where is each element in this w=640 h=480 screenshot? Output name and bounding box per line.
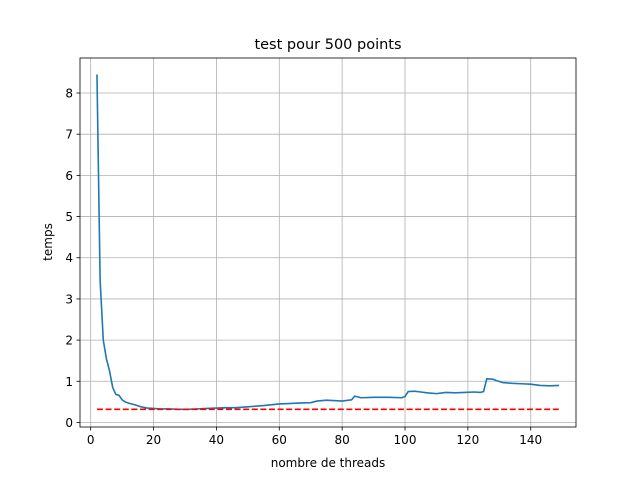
x-tick-label: 80 bbox=[335, 433, 350, 447]
axis-ticks: 0 20 40 60 80 100 120 140 0 1 2 3 4 5 6 7 8 bbox=[65, 87, 542, 447]
y-axis-label: temps bbox=[41, 223, 55, 261]
y-tick-label: 7 bbox=[65, 128, 73, 142]
x-tick-label: 40 bbox=[209, 433, 224, 447]
grid bbox=[80, 58, 576, 427]
plot-series bbox=[96, 74, 560, 411]
x-tick-label: 120 bbox=[456, 433, 479, 447]
y-tick-label: 0 bbox=[65, 416, 73, 430]
series-line bbox=[96, 74, 560, 411]
x-tick-label: 100 bbox=[394, 433, 417, 447]
x-axis-label: nombre de threads bbox=[271, 456, 386, 470]
y-tick-label: 5 bbox=[65, 210, 73, 224]
y-tick-label: 2 bbox=[65, 334, 73, 348]
chart-title: test pour 500 points bbox=[254, 37, 401, 53]
y-tick-label: 6 bbox=[65, 169, 73, 183]
y-tick-label: 8 bbox=[65, 87, 73, 101]
x-tick-label: 140 bbox=[519, 433, 542, 447]
x-tick-label: 60 bbox=[272, 433, 287, 447]
axes-frame bbox=[79, 57, 577, 428]
x-tick-label: 20 bbox=[146, 433, 161, 447]
x-tick-label: 0 bbox=[87, 433, 95, 447]
y-tick-label: 3 bbox=[65, 292, 73, 306]
y-tick-label: 4 bbox=[65, 251, 73, 265]
y-tick-label: 1 bbox=[65, 375, 73, 389]
